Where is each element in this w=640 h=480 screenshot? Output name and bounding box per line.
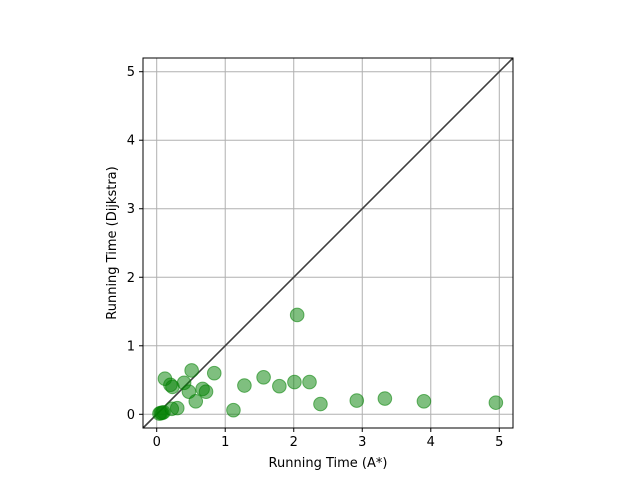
reference-line (142, 57, 514, 429)
x-tick-label: 1 (221, 435, 229, 450)
grid (143, 58, 513, 428)
data-point (226, 402, 241, 418)
data-point (198, 384, 214, 399)
data-point (289, 307, 305, 323)
y-axis-label: Running Time (Dijkstra) (105, 166, 120, 319)
y-tick-label: 0 (127, 408, 135, 423)
y-tick-label: 3 (127, 202, 135, 217)
x-tick-label: 2 (290, 435, 298, 450)
y-tick-label: 4 (127, 134, 135, 149)
data-point (488, 395, 504, 410)
data-point (416, 393, 432, 409)
x-tick-label: 0 (153, 435, 161, 450)
data-point (188, 393, 204, 409)
data-point (272, 378, 287, 394)
data-point (206, 365, 222, 381)
data-point (169, 400, 185, 416)
data-point (302, 374, 317, 390)
data-point (313, 396, 328, 412)
data-point (256, 369, 271, 385)
y-tick-label: 2 (127, 271, 135, 286)
y-tick-label: 5 (127, 65, 135, 80)
x-tick-label: 4 (427, 435, 435, 450)
data-point (349, 393, 365, 408)
x-tick-label: 5 (495, 435, 503, 450)
y-tick-label: 1 (127, 339, 135, 354)
data-point (184, 363, 199, 378)
x-tick-label: 3 (358, 435, 366, 450)
data-points (152, 307, 504, 421)
axis-ticks: 0 1 2 3 4 5 0 1 2 3 4 5 (127, 65, 504, 450)
data-point (377, 391, 393, 406)
data-point (287, 374, 302, 390)
reference-line-layer (142, 57, 514, 429)
data-point (237, 378, 252, 393)
plot-area-frame (142, 57, 514, 429)
x-axis-label: Running Time (A*) (269, 456, 388, 471)
